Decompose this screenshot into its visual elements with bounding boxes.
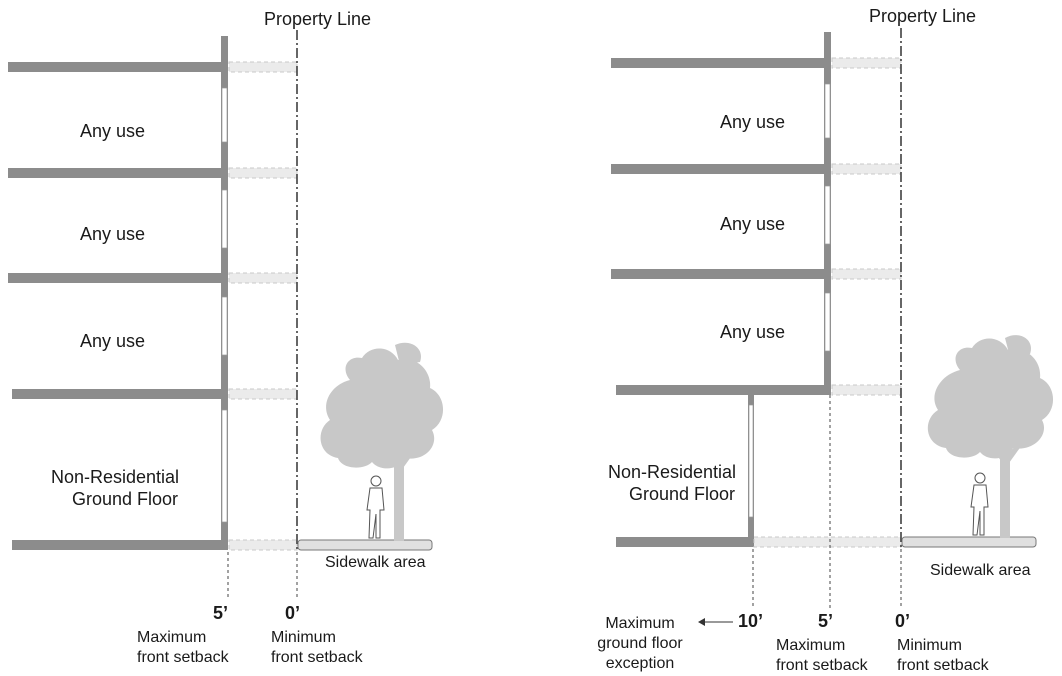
left-sidewalk [297, 539, 433, 551]
left-ground-floor-label: Non-Residential Ground Floor [40, 466, 190, 510]
right-building [611, 32, 902, 548]
left-facade [221, 36, 228, 550]
left-window [221, 296, 228, 356]
left-ghost-slab [228, 539, 298, 551]
right-slab-3 [611, 164, 829, 174]
left-window [221, 189, 228, 249]
right-property-line-label: Property Line [869, 6, 977, 26]
left-ghost-slab [228, 388, 298, 400]
right-ghost-slab [831, 384, 902, 396]
right-slab-1 [616, 385, 831, 395]
right-person-icon [970, 472, 989, 536]
right-ghost-slab [831, 268, 902, 280]
right-dim-value-10: 10’ [738, 611, 764, 631]
left-floor-label: Any use [80, 224, 146, 244]
right-slab-ground [616, 537, 753, 547]
left-person-icon [366, 475, 385, 539]
right-ghost-slab [753, 536, 902, 548]
left-slab-2 [8, 273, 228, 283]
right-ground-floor-label: Non-Residential Ground Floor [597, 461, 747, 505]
right-sidewalk-label: Sidewalk area [930, 562, 1031, 579]
right-floor-label: Any use [720, 112, 786, 132]
right-slab-2 [611, 269, 829, 279]
left-ghost-slab [228, 167, 298, 179]
right-floor-label: Any use [720, 214, 786, 234]
left-slab-1 [12, 389, 228, 399]
left-slab-ground [12, 540, 228, 550]
right-sidewalk [901, 536, 1037, 548]
left-window [221, 87, 228, 143]
right-ground-floor-line1: Non-Residential [607, 462, 737, 482]
left-tree-icon [320, 342, 444, 541]
left-floor-label: Any use [80, 121, 146, 141]
left-dim-caption-0: Minimum front setback [271, 628, 363, 668]
left-ghost-slab [228, 272, 298, 284]
right-tree-icon [927, 335, 1054, 538]
left-dim-value-0: 0’ [285, 603, 301, 623]
caption-line: Maximum [137, 629, 207, 646]
right-ground-floor-line2: Ground Floor [628, 484, 736, 504]
right-slab-roof [611, 58, 829, 68]
right-floor-label: Any use [720, 322, 786, 342]
right-window [824, 185, 831, 245]
caption-line: Minimum [897, 637, 962, 654]
left-window [221, 409, 228, 523]
left-slab-3 [8, 168, 228, 178]
caption-line: exception [605, 655, 675, 672]
left-building [8, 36, 298, 551]
caption-line: front setback [776, 657, 868, 674]
right-window [824, 83, 831, 139]
right-ghost-slab [831, 57, 902, 69]
caption-line: Maximum [776, 637, 846, 654]
caption-line: front setback [137, 649, 229, 666]
right-dim-value-5: 5’ [818, 611, 834, 631]
right-dim-value-0: 0’ [895, 611, 911, 631]
left-ground-floor-line1: Non-Residential [50, 467, 180, 487]
left-ground-floor-line2: Ground Floor [71, 489, 179, 509]
left-ghost-slab [228, 61, 298, 73]
caption-line: front setback [897, 657, 989, 674]
right-window [824, 292, 831, 352]
caption-line: Minimum [271, 629, 336, 646]
left-sidewalk-label: Sidewalk area [325, 554, 426, 571]
left-property-line-label: Property Line [264, 9, 372, 29]
left-dim-value-5: 5’ [213, 603, 229, 623]
right-dim-caption-5: Maximum front setback [776, 636, 868, 676]
caption-line: front setback [271, 649, 363, 666]
right-window [748, 404, 754, 518]
left-arrow-icon [698, 618, 733, 626]
left-dim-caption-5: Maximum front setback [137, 628, 229, 668]
left-slab-roof [8, 62, 228, 72]
right-ghost-slab [831, 163, 902, 175]
caption-line: Maximum [605, 615, 675, 632]
caption-line: ground floor [597, 635, 683, 652]
right-dim-caption-0: Minimum front setback [897, 636, 989, 676]
right-dim-caption-10: Maximum ground floor exception [582, 614, 698, 674]
left-floor-label: Any use [80, 331, 146, 351]
